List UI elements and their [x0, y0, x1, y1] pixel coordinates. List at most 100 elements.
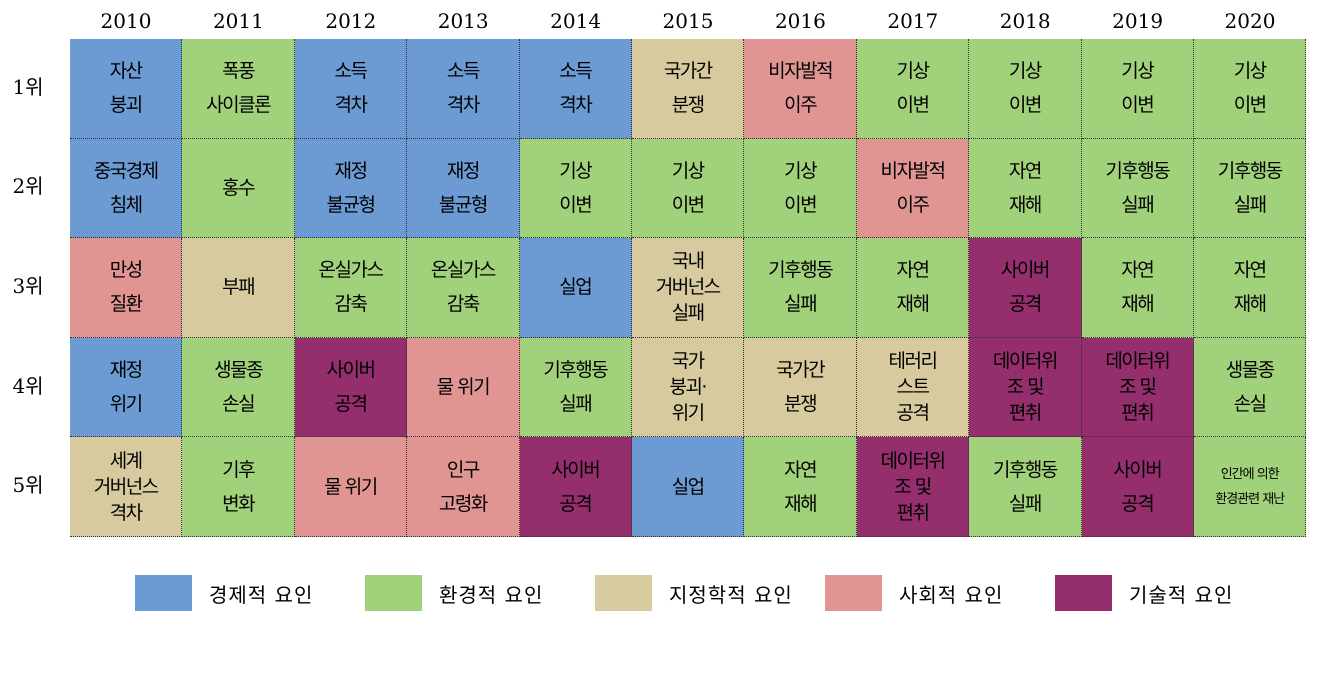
risk-cell: 자연 재해 [969, 138, 1082, 239]
risk-cell: 재정 위기 [70, 337, 183, 438]
legend-item: 경제적 요인 [135, 575, 313, 611]
legend-label: 사회적 요인 [899, 582, 1004, 607]
legend-label: 기술적 요인 [1129, 582, 1234, 607]
risk-cell: 생물종 손실 [1194, 337, 1307, 438]
risk-cell: 온실가스 감축 [407, 238, 520, 338]
legend-label: 지정학적 요인 [669, 582, 793, 607]
risk-cell: 사이버 공격 [294, 337, 408, 438]
risk-label: 재정 불균형 [438, 159, 488, 216]
risk-cell: 사이버 공격 [969, 238, 1082, 338]
risk-cell: 기상 이변 [1194, 39, 1307, 139]
risk-label: 데이터위 조 및 편취 [992, 350, 1058, 425]
legend-item: 환경적 요인 [365, 575, 543, 611]
legend-swatch [595, 575, 652, 611]
risk-cell: 비자발적 이주 [856, 138, 970, 239]
risk-cell: 자연 재해 [1194, 238, 1307, 338]
risk-label: 데이터위 조 및 편취 [1105, 350, 1170, 425]
year-header: 2010 [100, 9, 152, 33]
risk-label: 국가간 분쟁 [776, 359, 825, 416]
risk-label: 기후행동 실패 [543, 359, 608, 416]
risk-label: 기후행동 실패 [1217, 159, 1283, 216]
risk-label: 자산 붕괴 [109, 60, 143, 117]
risk-cell: 소득 격차 [519, 39, 632, 139]
risk-label: 기후 변화 [222, 458, 255, 515]
risk-label: 비자발적 이주 [880, 159, 946, 216]
risk-cell: 소득 격차 [294, 39, 408, 139]
year-header: 2014 [550, 9, 602, 33]
risk-cell: 세계 거버넌스 격차 [70, 437, 183, 537]
risk-cell: 사이버 공격 [519, 437, 632, 537]
risk-label: 비자발적 이주 [768, 60, 833, 117]
risk-label: 사이버 공격 [551, 458, 600, 515]
risk-cell: 물 위기 [407, 337, 520, 438]
legend-swatch [1055, 575, 1112, 611]
risk-cell: 중국경제 침체 [70, 138, 183, 239]
risk-label: 사이버 공격 [326, 359, 376, 416]
risk-label: 실업 [559, 276, 592, 299]
risk-cell: 비자발적 이주 [744, 39, 857, 139]
risk-label: 기상 이변 [784, 159, 817, 216]
year-header: 2012 [325, 9, 377, 33]
risk-label: 국가간 분쟁 [663, 60, 713, 117]
risk-cell: 자산 붕괴 [70, 39, 183, 139]
risk-cell: 인구 고령화 [407, 437, 520, 537]
risk-label: 실업 [671, 475, 705, 498]
risk-cell: 기상 이변 [632, 138, 745, 239]
risk-label: 기상 이변 [559, 159, 592, 216]
risk-label: 기후행동 실패 [768, 259, 833, 316]
legend-label: 환경적 요인 [439, 582, 544, 607]
risk-label: 자연 재해 [896, 259, 930, 316]
legend-swatch [365, 575, 422, 611]
risk-label: 국가 붕괴· 위기 [669, 350, 707, 425]
risk-cell: 기상 이변 [969, 39, 1082, 139]
legend-swatch [135, 575, 192, 611]
risk-cell: 기후행동 실패 [1194, 138, 1307, 239]
risk-cell: 테러리 스트 공격 [856, 337, 970, 438]
risk-label: 소득 격차 [559, 60, 592, 117]
risk-label: 자연 재해 [1008, 159, 1042, 216]
risk-label: 기상 이변 [1008, 60, 1042, 117]
risk-label: 재정 위기 [109, 359, 143, 416]
risk-cell: 홍수 [182, 138, 295, 239]
risk-cell: 기후행동 실패 [744, 238, 857, 338]
risk-label: 인구 고령화 [438, 458, 488, 515]
year-header: 2011 [212, 9, 264, 33]
legend-swatch [825, 575, 882, 611]
risk-label: 기상 이변 [671, 159, 705, 216]
risk-cell: 데이터위 조 및 편취 [969, 337, 1082, 438]
risk-cell: 자연 재해 [1081, 238, 1194, 338]
risk-cell: 기후 변화 [182, 437, 295, 537]
risk-cell: 생물종 손실 [182, 337, 295, 438]
risk-label: 물 위기 [324, 475, 378, 498]
risk-cell: 인간에 의한 환경관련 재난 [1194, 437, 1307, 537]
risk-label: 국내 거버넌스 실패 [655, 250, 721, 325]
legend-item: 사회적 요인 [825, 575, 1003, 611]
rank-label: 1위 [12, 74, 44, 99]
risk-cell: 자연 재해 [856, 238, 970, 338]
risk-cell: 소득 격차 [407, 39, 520, 139]
risk-label: 자연 재해 [784, 458, 817, 515]
risk-cell: 실업 [519, 238, 632, 338]
risk-cell: 국내 거버넌스 실패 [632, 238, 745, 338]
risk-label: 만성 질환 [109, 259, 143, 316]
risk-label: 인간에 의한 환경관련 재난 [1215, 466, 1285, 507]
risk-label: 기상 이변 [896, 60, 930, 117]
risk-cell: 실업 [632, 437, 745, 537]
legend-label: 경제적 요인 [209, 582, 314, 607]
risk-label: 데이터위 조 및 편취 [880, 449, 946, 524]
risk-label: 온실가스 감축 [430, 259, 496, 316]
chart-legend: 경제적 요인 환경적 요인 지정학적 요인 사회적 요인 기술적 요인 [0, 575, 1344, 613]
risk-cell: 온실가스 감축 [294, 238, 408, 338]
risk-label: 폭풍 사이클론 [206, 60, 271, 117]
risk-label: 소득 격차 [446, 60, 480, 117]
risk-cell: 기상 이변 [856, 39, 970, 139]
risk-label: 자연 재해 [1121, 259, 1154, 316]
risk-cell: 기상 이변 [744, 138, 857, 239]
risk-cell: 데이터위 조 및 편취 [1081, 337, 1194, 438]
risk-label: 테러리 스트 공격 [888, 350, 938, 425]
risk-cell: 부패 [182, 238, 295, 338]
risk-cell: 기상 이변 [1081, 39, 1194, 139]
risk-ranking-table: 2010 2011 2012 2013 2014 2015 2016 2017 2018 2019… [12, 9, 1307, 537]
risk-cell: 데이터위 조 및 편취 [856, 437, 970, 537]
legend-item: 기술적 요인 [1055, 575, 1233, 611]
